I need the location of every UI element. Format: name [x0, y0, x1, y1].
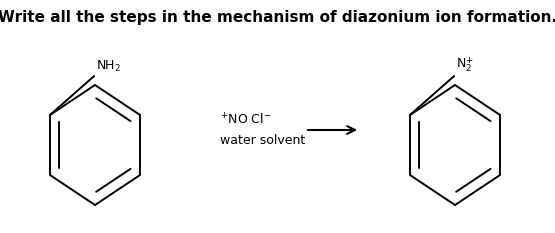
Text: NH$_2$: NH$_2$ [96, 59, 121, 74]
Text: water solvent: water solvent [220, 134, 305, 147]
Text: Write all the steps in the mechanism of diazonium ion formation.: Write all the steps in the mechanism of … [0, 10, 555, 25]
Text: N$_2^{+}$: N$_2^{+}$ [456, 55, 474, 74]
Text: $^{+}$NO Cl$^{-}$: $^{+}$NO Cl$^{-}$ [220, 112, 271, 128]
